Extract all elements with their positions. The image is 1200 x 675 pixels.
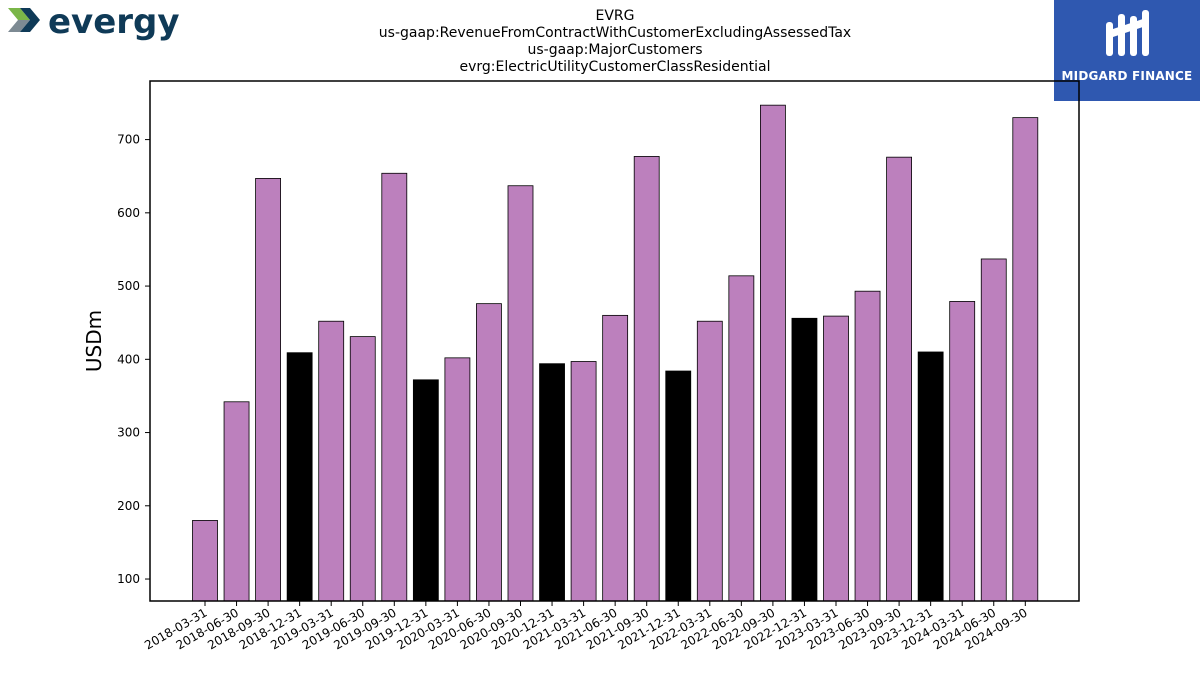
bar-2024-09-30	[1012, 117, 1039, 602]
bar-2018-06-30	[223, 401, 250, 602]
y-tick-label: 400	[117, 352, 140, 366]
bar-2019-03-31	[318, 320, 345, 602]
bar-2020-09-30	[507, 185, 534, 602]
bar-2020-12-31	[539, 363, 565, 602]
y-tick-label: 600	[117, 206, 140, 220]
bar-2023-03-31	[823, 315, 849, 602]
bar-2018-03-31	[192, 520, 218, 602]
bar-2019-06-30	[349, 336, 376, 602]
logo-chevron-icon	[8, 8, 40, 32]
y-axis-label: USDm	[82, 310, 106, 372]
bar-2019-09-30	[381, 172, 408, 602]
bar-2019-12-31	[412, 379, 439, 602]
bar-2018-09-30	[255, 178, 282, 602]
bar-2024-06-30	[980, 258, 1007, 602]
company-logo-text: evergy	[48, 4, 180, 42]
y-tick-label: 200	[117, 499, 140, 513]
publisher-logo-text: MIDGARD FINANCE	[1061, 69, 1193, 83]
chart-title-line: evrg:ElectricUtilityCustomerClassResiden…	[459, 59, 770, 75]
bar-2024-03-31	[949, 301, 976, 602]
chart-title-line: us-gaap:MajorCustomers	[527, 42, 702, 58]
bar-2021-06-30	[602, 314, 629, 602]
x-axis: 2018-03-312018-06-302018-09-302018-12-31…	[142, 601, 1030, 652]
y-tick-label: 500	[117, 279, 140, 293]
bar-2022-03-31	[696, 320, 723, 602]
plot-frame	[149, 80, 1080, 602]
chart-title: EVRGus-gaap:RevenueFromContractWithCusto…	[379, 8, 851, 75]
company-logo: evergy	[6, 2, 196, 44]
bars	[192, 104, 1039, 602]
y-tick-label: 100	[117, 572, 140, 586]
bar-2020-06-30	[476, 303, 502, 602]
y-tick-label: 700	[117, 133, 140, 147]
bar-2021-09-30	[633, 156, 660, 602]
publisher-logo: MIDGARD FINANCE	[1054, 0, 1200, 101]
bar-2021-12-31	[665, 370, 692, 602]
bar-2022-09-30	[760, 104, 786, 602]
bar-2023-06-30	[854, 290, 881, 602]
bar-2022-06-30	[728, 275, 755, 602]
publisher-emblem-icon	[1106, 10, 1149, 56]
bar-2018-12-31	[286, 352, 313, 602]
chart-title-line: us-gaap:RevenueFromContractWithCustomerE…	[379, 25, 851, 41]
bar-2020-03-31	[444, 357, 471, 602]
bar-2021-03-31	[570, 361, 597, 602]
bar-2022-12-31	[791, 317, 818, 602]
bar-2023-12-31	[917, 351, 944, 602]
chart-title-line: EVRG	[596, 8, 635, 24]
bar-2023-09-30	[886, 156, 912, 602]
y-axis: 100 200 300 400 500 600 700	[117, 133, 150, 586]
y-tick-label: 300	[117, 426, 140, 440]
